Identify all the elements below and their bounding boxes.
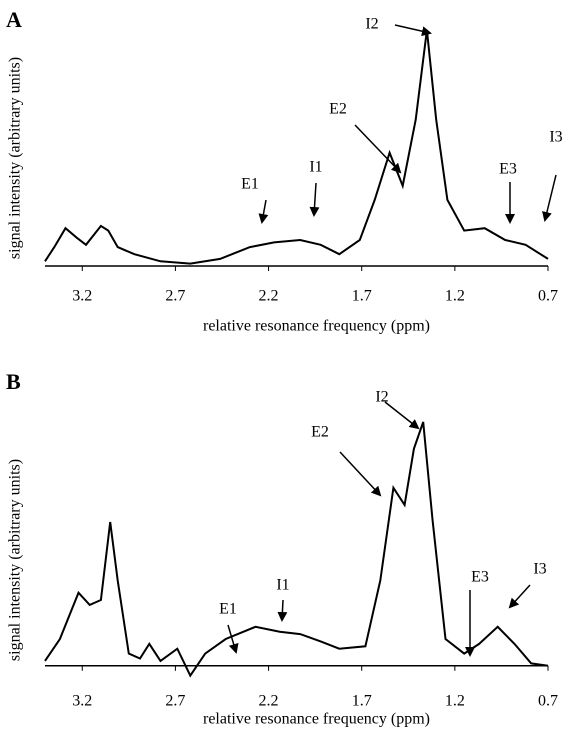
peak-label: E1 — [219, 601, 237, 618]
spectrum-line — [44, 29, 549, 265]
peak-arrow — [339, 451, 382, 497]
peak-arrow — [277, 599, 288, 622]
peak-label: E3 — [471, 569, 489, 586]
y-axis-label: signal intensity (arbitrary units) — [7, 57, 24, 259]
x-tick-label: 3.2 — [72, 693, 92, 710]
peak-label: E3 — [499, 161, 517, 178]
panel-letter: B — [6, 369, 21, 394]
x-tick-label: 1.2 — [445, 693, 465, 710]
x-tick-label: 1.7 — [352, 288, 372, 305]
x-tick-label: 2.7 — [165, 288, 185, 305]
peak-label: I3 — [533, 561, 546, 578]
x-tick-label: 2.2 — [259, 288, 279, 305]
peak-arrow — [394, 24, 432, 37]
x-tick-label: 1.2 — [445, 288, 465, 305]
x-tick-label: 2.7 — [165, 693, 185, 710]
peak-arrow — [508, 584, 531, 609]
peak-label: I1 — [309, 159, 322, 176]
x-axis-label: relative resonance frequency (ppm) — [203, 318, 430, 335]
peak-label: I2 — [375, 389, 388, 406]
peak-label: I1 — [276, 577, 289, 594]
x-tick-label: 0.7 — [538, 288, 558, 305]
y-axis-label: signal intensity (arbitrary units) — [7, 459, 24, 661]
peak-arrow — [258, 199, 269, 224]
peak-arrow — [227, 624, 239, 654]
peak-label: I3 — [549, 129, 562, 146]
peak-arrow — [354, 124, 402, 174]
x-tick-label: 0.7 — [538, 693, 558, 710]
panel-letter: A — [6, 7, 22, 32]
spectrum-line — [44, 421, 549, 678]
peak-label: E1 — [241, 176, 259, 193]
x-tick-label: 3.2 — [72, 288, 92, 305]
peak-label: E2 — [311, 424, 329, 441]
peak-label: E2 — [329, 101, 347, 118]
peak-arrow — [384, 401, 420, 430]
x-tick-label: 1.7 — [352, 693, 372, 710]
peak-label: I2 — [365, 16, 378, 33]
peak-arrow — [309, 182, 320, 217]
x-tick-label: 2.2 — [259, 693, 279, 710]
x-axis-label: relative resonance frequency (ppm) — [203, 711, 430, 728]
peak-arrow — [542, 174, 557, 222]
